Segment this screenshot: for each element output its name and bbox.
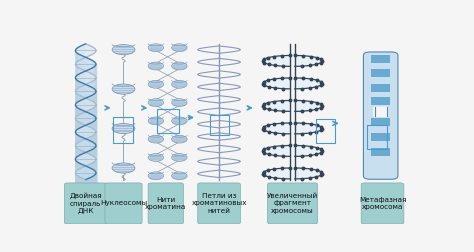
- Ellipse shape: [113, 164, 134, 169]
- Ellipse shape: [173, 118, 186, 122]
- Polygon shape: [75, 98, 96, 112]
- FancyBboxPatch shape: [364, 52, 398, 179]
- Ellipse shape: [148, 117, 164, 125]
- FancyBboxPatch shape: [361, 183, 404, 224]
- Ellipse shape: [149, 63, 163, 67]
- Ellipse shape: [173, 63, 186, 67]
- Ellipse shape: [148, 135, 164, 143]
- FancyBboxPatch shape: [372, 97, 390, 105]
- Ellipse shape: [149, 136, 163, 140]
- Ellipse shape: [149, 154, 163, 158]
- Ellipse shape: [112, 123, 135, 134]
- Ellipse shape: [112, 163, 135, 173]
- Ellipse shape: [173, 81, 186, 85]
- FancyBboxPatch shape: [148, 183, 183, 224]
- Polygon shape: [263, 168, 290, 179]
- Ellipse shape: [148, 172, 164, 180]
- Polygon shape: [75, 166, 96, 180]
- Ellipse shape: [173, 173, 186, 177]
- FancyBboxPatch shape: [372, 84, 390, 92]
- Ellipse shape: [172, 62, 187, 70]
- FancyBboxPatch shape: [372, 55, 390, 63]
- Text: Увеличенный
фрагмент
хромосомы: Увеличенный фрагмент хромосомы: [267, 193, 318, 214]
- Ellipse shape: [149, 100, 163, 103]
- FancyBboxPatch shape: [64, 183, 107, 224]
- FancyBboxPatch shape: [372, 133, 390, 141]
- Ellipse shape: [172, 80, 187, 88]
- Ellipse shape: [149, 118, 163, 122]
- FancyBboxPatch shape: [373, 107, 388, 117]
- Text: Нуклеосомы: Нуклеосомы: [100, 200, 147, 206]
- FancyBboxPatch shape: [372, 118, 390, 126]
- Ellipse shape: [172, 154, 187, 161]
- Polygon shape: [295, 168, 322, 179]
- Polygon shape: [263, 101, 290, 111]
- Polygon shape: [263, 123, 290, 134]
- Ellipse shape: [148, 44, 164, 52]
- FancyBboxPatch shape: [198, 183, 240, 224]
- Ellipse shape: [172, 99, 187, 106]
- Polygon shape: [75, 44, 96, 57]
- Ellipse shape: [172, 117, 187, 125]
- Polygon shape: [263, 145, 290, 156]
- Polygon shape: [263, 78, 290, 89]
- Ellipse shape: [149, 45, 163, 48]
- Ellipse shape: [112, 45, 135, 55]
- Polygon shape: [75, 139, 96, 152]
- Ellipse shape: [173, 136, 186, 140]
- Ellipse shape: [113, 45, 134, 51]
- Polygon shape: [75, 85, 96, 98]
- Ellipse shape: [112, 84, 135, 94]
- Ellipse shape: [148, 99, 164, 106]
- Ellipse shape: [149, 173, 163, 177]
- Polygon shape: [75, 125, 96, 139]
- Ellipse shape: [148, 80, 164, 88]
- FancyBboxPatch shape: [372, 148, 390, 156]
- Text: Двойная
спираль
ДНК: Двойная спираль ДНК: [69, 193, 102, 214]
- FancyBboxPatch shape: [105, 183, 142, 224]
- Ellipse shape: [173, 45, 186, 48]
- Ellipse shape: [172, 172, 187, 180]
- FancyBboxPatch shape: [372, 69, 390, 77]
- Text: Петли из
хроматиновых
нитей: Петли из хроматиновых нитей: [191, 193, 247, 214]
- Polygon shape: [75, 57, 96, 71]
- Ellipse shape: [172, 44, 187, 52]
- FancyBboxPatch shape: [267, 183, 318, 224]
- Ellipse shape: [148, 62, 164, 70]
- Polygon shape: [263, 55, 290, 66]
- Ellipse shape: [173, 154, 186, 158]
- Ellipse shape: [172, 135, 187, 143]
- Polygon shape: [75, 153, 96, 166]
- Ellipse shape: [148, 154, 164, 161]
- Text: Нити
хроматина: Нити хроматина: [145, 197, 186, 210]
- Text: Метафазная
хромосома: Метафазная хромосома: [359, 197, 406, 210]
- Polygon shape: [295, 78, 322, 89]
- Ellipse shape: [149, 81, 163, 85]
- Polygon shape: [75, 71, 96, 84]
- Polygon shape: [295, 55, 322, 66]
- Polygon shape: [75, 112, 96, 125]
- Ellipse shape: [113, 124, 134, 130]
- Polygon shape: [295, 101, 322, 111]
- Ellipse shape: [113, 85, 134, 90]
- Polygon shape: [295, 123, 322, 134]
- Ellipse shape: [173, 100, 186, 103]
- Polygon shape: [295, 145, 322, 156]
